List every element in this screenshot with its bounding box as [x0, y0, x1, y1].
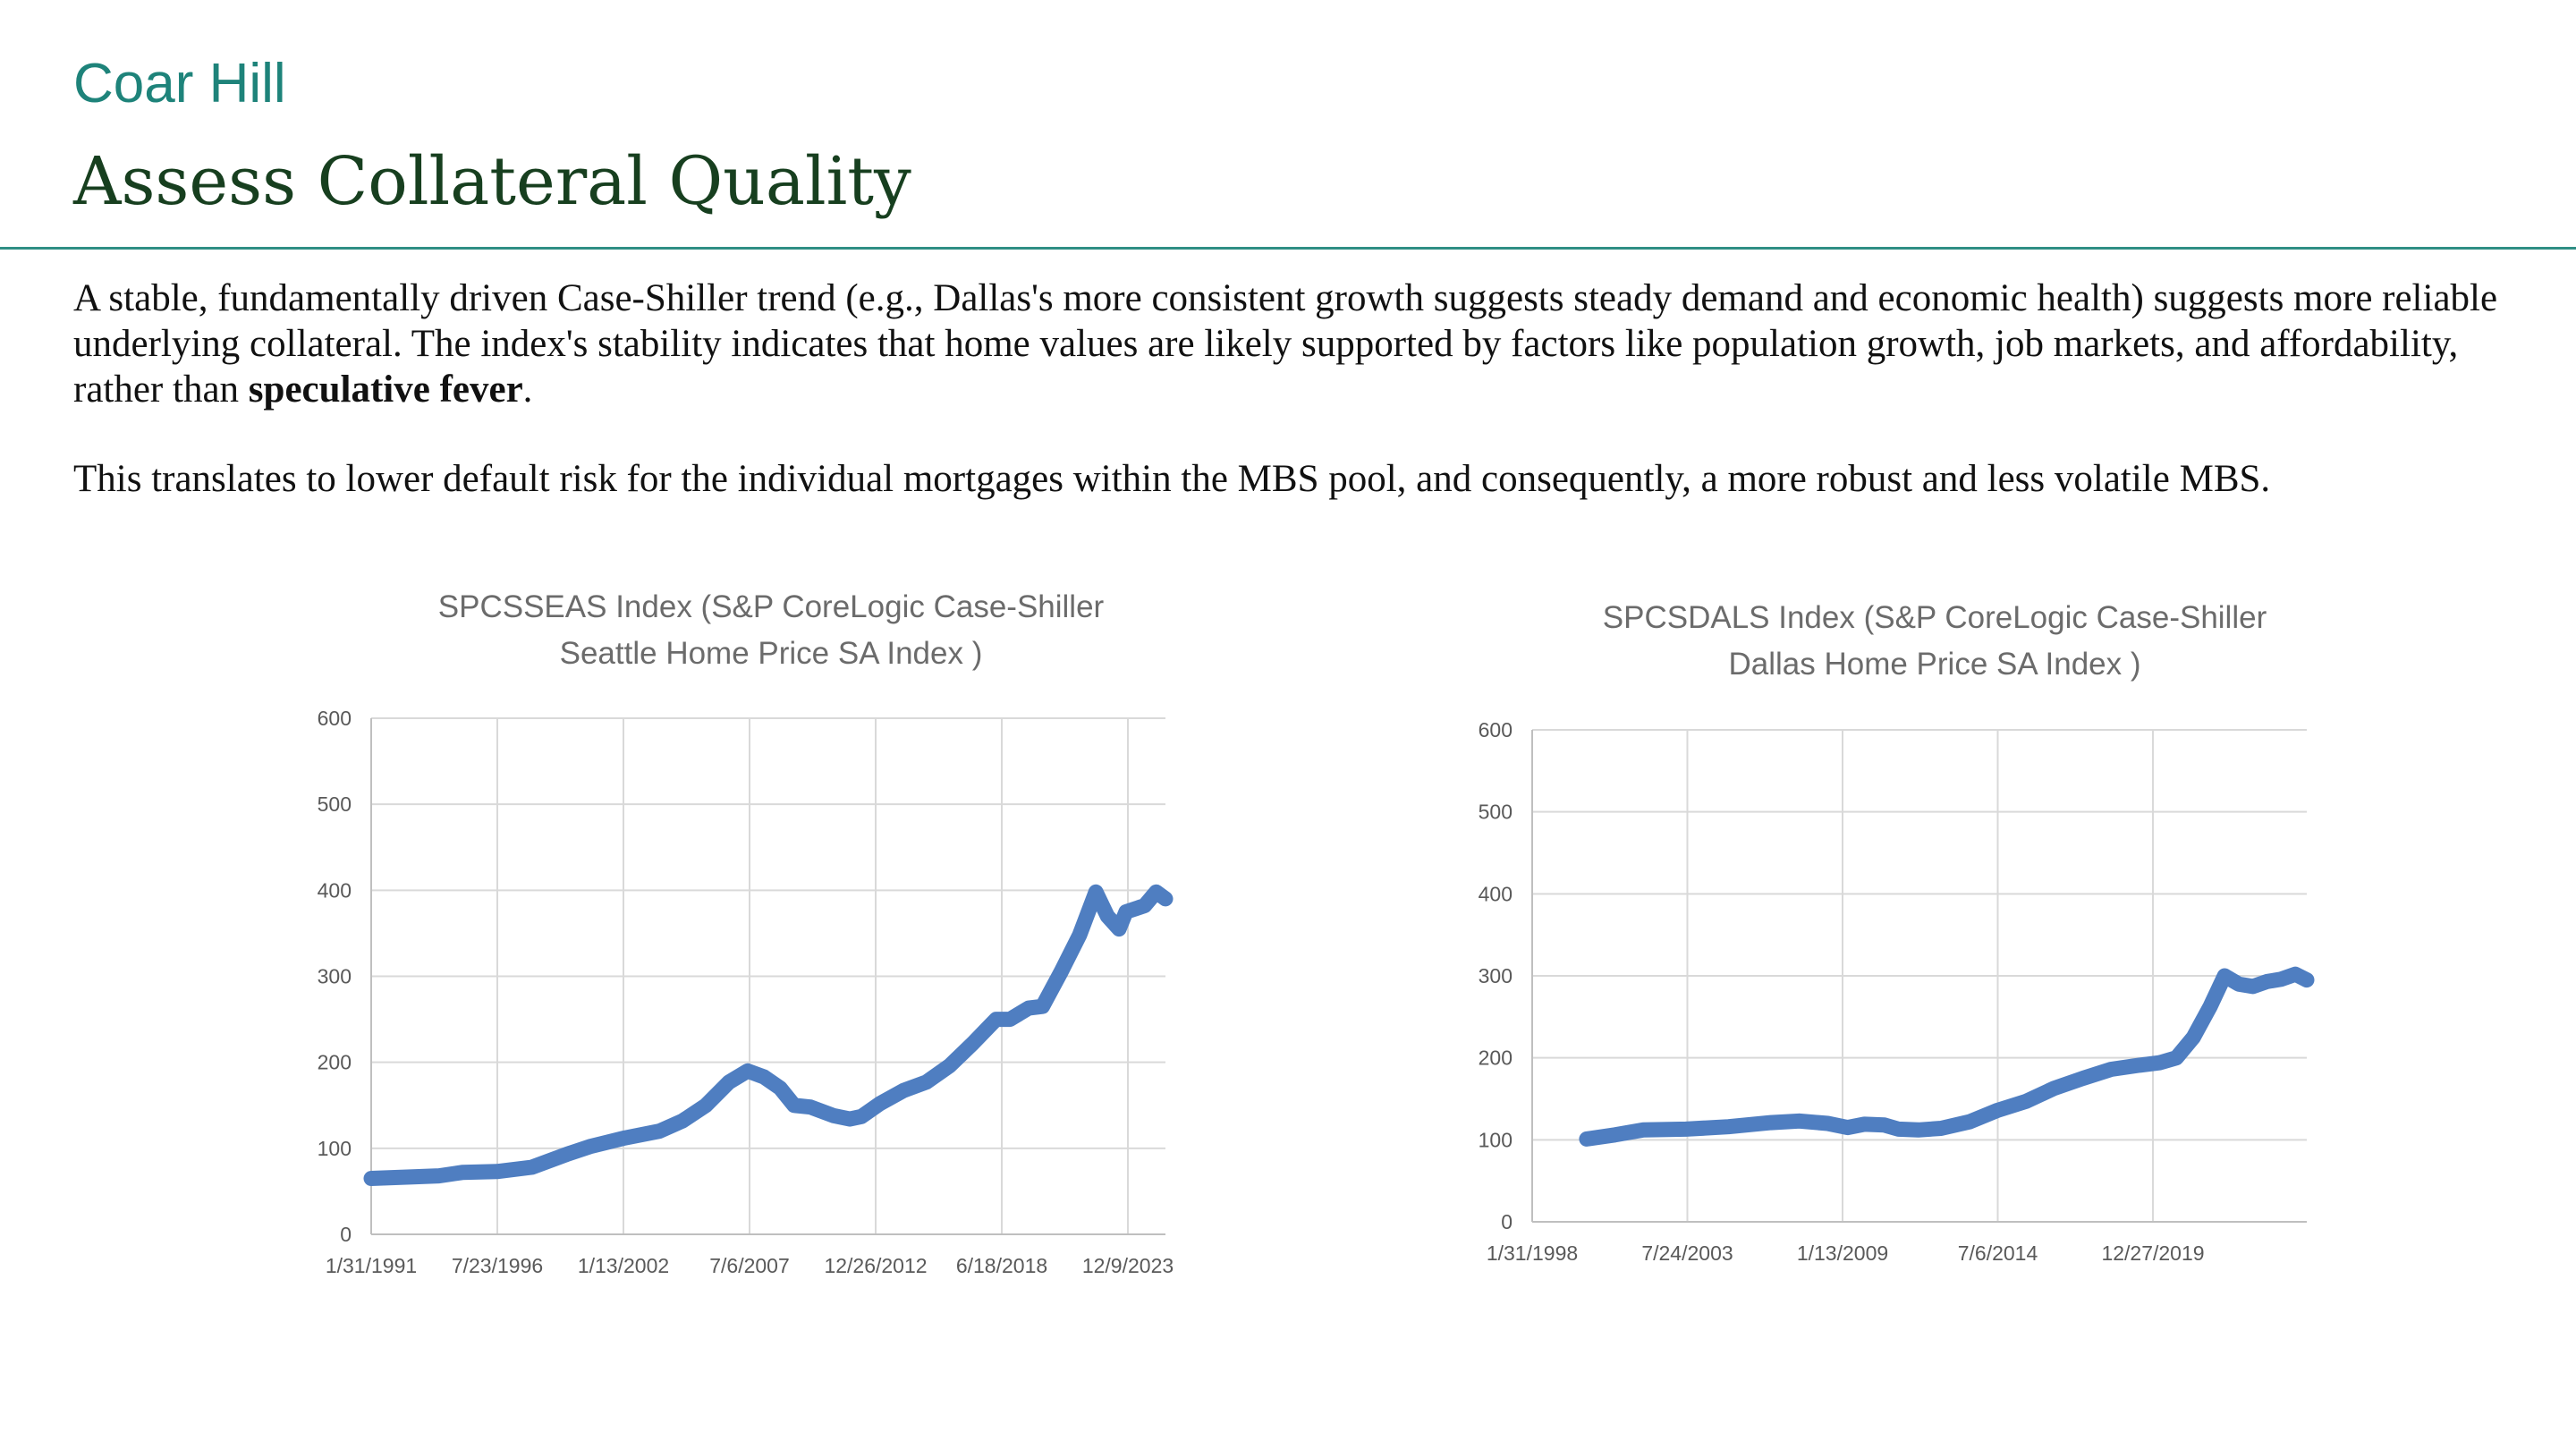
dallas-index-chart: SPCSDALS Index (S&P CoreLogic Case-Shill… [1479, 600, 2315, 1265]
y-tick-label: 200 [318, 1051, 352, 1074]
chart-title-line: SPCSDALS Index (S&P CoreLogic Case-Shill… [1603, 600, 2267, 635]
x-tick-label: 7/6/2007 [709, 1254, 790, 1277]
series-line [363, 884, 1174, 1186]
y-tick-label: 400 [318, 878, 352, 902]
y-tick-label: 600 [318, 707, 352, 730]
x-tick-label: 12/26/2012 [824, 1254, 927, 1277]
y-tick-label: 600 [1479, 718, 1513, 741]
chart-title-line: Dallas Home Price SA Index ) [1728, 647, 2140, 682]
y-tick-label: 0 [340, 1223, 352, 1246]
y-tick-label: 400 [1479, 882, 1513, 905]
seattle-index-chart: SPCSSEAS Index (S&P CoreLogic Case-Shill… [318, 589, 1174, 1277]
brand-name: Coar Hill [73, 53, 286, 114]
paragraph-collateral-end: . [522, 369, 533, 411]
x-tick-label: 6/18/2018 [956, 1254, 1047, 1277]
paragraph-collateral-text: A stable, fundamentally driven Case-Shil… [73, 277, 2498, 411]
x-tick-label: 7/24/2003 [1641, 1241, 1733, 1265]
paragraph-collateral-emphasis: speculative fever [248, 369, 523, 411]
series-line [1579, 966, 2315, 1147]
x-tick-label: 7/23/1996 [452, 1254, 543, 1277]
x-tick-label: 7/6/2014 [1958, 1241, 2038, 1265]
x-tick-label: 1/13/2002 [578, 1254, 669, 1277]
x-tick-label: 1/31/1998 [1487, 1241, 1578, 1265]
chart-title-line: Seattle Home Price SA Index ) [560, 636, 983, 671]
y-tick-label: 100 [1479, 1128, 1513, 1151]
y-tick-label: 300 [1479, 964, 1513, 987]
paragraph-collateral: A stable, fundamentally driven Case-Shil… [73, 275, 2524, 412]
y-tick-label: 500 [1479, 801, 1513, 824]
y-tick-label: 500 [318, 792, 352, 816]
header-divider [0, 247, 2576, 250]
y-tick-label: 200 [1479, 1046, 1513, 1070]
x-tick-label: 12/27/2019 [2101, 1241, 2204, 1265]
page-title: Assess Collateral Quality [73, 143, 911, 220]
paragraph-default-risk: This translates to lower default risk fo… [73, 458, 2271, 500]
x-tick-label: 12/9/2023 [1082, 1254, 1174, 1277]
x-tick-label: 1/13/2009 [1797, 1241, 1888, 1265]
y-tick-label: 100 [318, 1137, 352, 1160]
x-tick-label: 1/31/1991 [326, 1254, 417, 1277]
y-tick-label: 0 [1501, 1210, 1513, 1233]
y-tick-label: 300 [318, 965, 352, 988]
chart-title-line: SPCSSEAS Index (S&P CoreLogic Case-Shill… [438, 589, 1105, 624]
